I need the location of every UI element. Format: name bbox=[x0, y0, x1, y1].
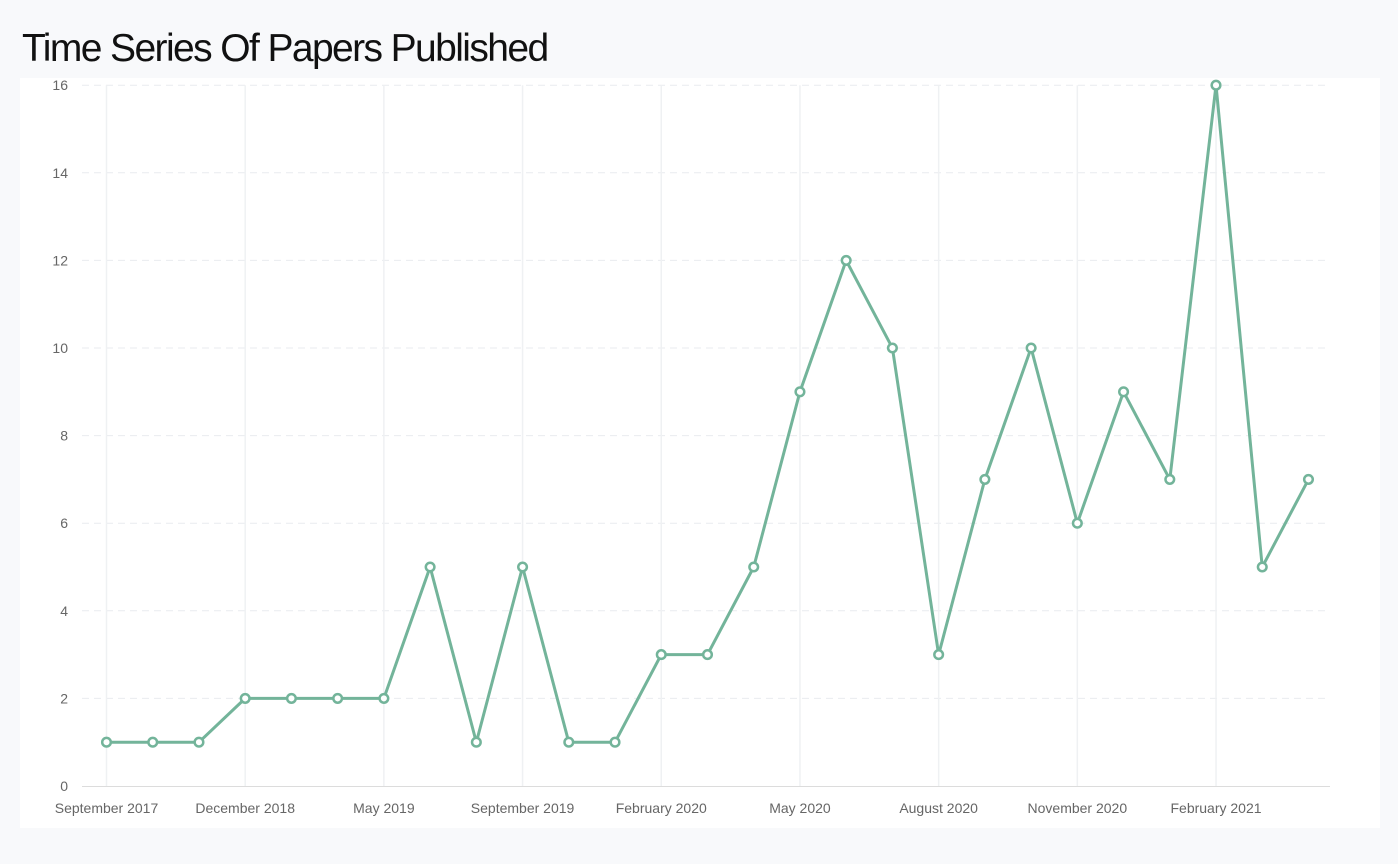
data-point[interactable] bbox=[147, 736, 159, 748]
data-point[interactable] bbox=[748, 561, 760, 573]
data-point[interactable] bbox=[378, 692, 390, 704]
data-point[interactable] bbox=[886, 342, 898, 354]
series-group bbox=[100, 79, 1315, 748]
x-tick-label: November 2020 bbox=[1028, 800, 1128, 816]
data-point[interactable] bbox=[239, 692, 251, 704]
data-point[interactable] bbox=[1164, 473, 1176, 485]
y-tick-label: 2 bbox=[60, 690, 68, 706]
x-tick-label: December 2018 bbox=[195, 800, 295, 816]
x-tick-label: September 2017 bbox=[55, 800, 159, 816]
data-point[interactable] bbox=[563, 736, 575, 748]
data-point[interactable] bbox=[933, 649, 945, 661]
y-grid bbox=[82, 84, 1330, 699]
x-tick-label: August 2020 bbox=[899, 800, 978, 816]
data-point[interactable] bbox=[794, 386, 806, 398]
y-tick-label: 8 bbox=[60, 428, 68, 444]
data-point[interactable] bbox=[424, 561, 436, 573]
y-tick-label: 12 bbox=[52, 252, 68, 268]
data-point[interactable] bbox=[701, 649, 714, 661]
y-tick-label: 6 bbox=[60, 515, 68, 531]
x-tick-label: September 2019 bbox=[471, 800, 575, 816]
y-tick-labels: 0 2 4 6 8 10 12 14 16 bbox=[52, 77, 68, 794]
data-point[interactable] bbox=[609, 736, 621, 748]
x-tick-labels: September 2017 December 2018 May 2019 Septe… bbox=[55, 800, 1262, 816]
data-point[interactable] bbox=[1210, 79, 1222, 91]
y-tick-label: 0 bbox=[60, 778, 68, 794]
series-line bbox=[105, 83, 1310, 744]
y-tick-label: 4 bbox=[60, 603, 68, 619]
data-point[interactable] bbox=[470, 736, 482, 748]
page-title: Time Series Of Papers Published bbox=[22, 27, 549, 70]
x-tick-label: February 2020 bbox=[616, 800, 707, 816]
data-point[interactable] bbox=[979, 473, 991, 485]
data-point[interactable] bbox=[1118, 386, 1130, 398]
data-point[interactable] bbox=[840, 254, 852, 266]
data-point[interactable] bbox=[1025, 342, 1037, 354]
x-tick-label: May 2019 bbox=[353, 800, 415, 816]
data-point[interactable] bbox=[332, 692, 344, 704]
x-tick-label: May 2020 bbox=[769, 800, 831, 816]
data-point[interactable] bbox=[1071, 517, 1083, 529]
data-point[interactable] bbox=[1302, 473, 1315, 485]
data-point[interactable] bbox=[1256, 561, 1268, 573]
data-point[interactable] bbox=[193, 736, 205, 748]
data-point[interactable] bbox=[517, 561, 529, 573]
x-grid bbox=[105, 85, 1217, 786]
y-tick-label: 10 bbox=[52, 340, 68, 356]
data-point[interactable] bbox=[655, 649, 667, 661]
y-tick-label: 14 bbox=[52, 165, 68, 181]
data-point[interactable] bbox=[285, 692, 297, 704]
data-point[interactable] bbox=[100, 736, 113, 748]
y-tick-label: 16 bbox=[52, 77, 68, 93]
x-tick-label: February 2021 bbox=[1170, 800, 1261, 816]
